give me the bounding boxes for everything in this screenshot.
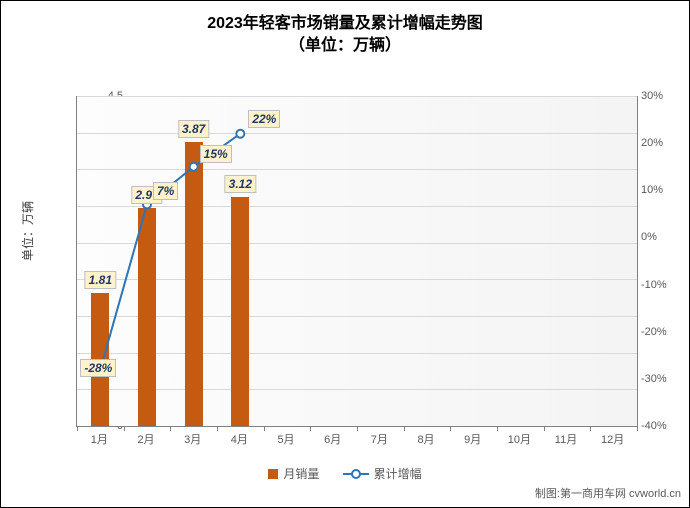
y-right-tick: -10% xyxy=(641,279,667,291)
x-tick: 9月 xyxy=(464,431,481,447)
legend-item-line: 累计增幅 xyxy=(343,465,422,482)
bar-value-label: 3.87 xyxy=(178,120,209,138)
legend-bar-label: 月销量 xyxy=(283,465,319,482)
line-value-label: 7% xyxy=(153,182,178,200)
line-marker xyxy=(236,130,244,138)
x-tick: 4月 xyxy=(231,431,248,447)
y-right-tick: 0% xyxy=(641,231,657,243)
x-tick: 7月 xyxy=(371,431,388,447)
x-tick: 11月 xyxy=(555,431,577,447)
x-tick-mark xyxy=(217,426,218,431)
bar-value-label: 1.81 xyxy=(85,271,116,289)
x-tick: 10月 xyxy=(508,431,531,447)
y-right-tick: 10% xyxy=(641,184,663,196)
line-value-label: 15% xyxy=(200,145,232,163)
title-line-2: （单位：万辆） xyxy=(289,37,401,54)
line-layer xyxy=(77,96,637,426)
y-right-tick: 20% xyxy=(641,137,663,149)
legend-swatch-bar xyxy=(268,469,278,479)
x-tick-mark xyxy=(170,426,171,431)
x-tick-mark xyxy=(264,426,265,431)
trend-line xyxy=(100,134,240,370)
title-line-1: 2023年轻客市场销量及累计增幅走势图 xyxy=(207,15,483,32)
x-tick-mark xyxy=(590,426,591,431)
bar-value-label: 3.12 xyxy=(225,175,256,193)
y-right-tick: -20% xyxy=(641,326,667,338)
x-tick-mark xyxy=(124,426,125,431)
legend-swatch-line xyxy=(343,469,369,479)
line-value-label: 22% xyxy=(248,110,280,128)
y-right-tick: 30% xyxy=(641,90,663,102)
x-tick-mark xyxy=(544,426,545,431)
x-tick: 6月 xyxy=(324,431,341,447)
x-tick-mark xyxy=(357,426,358,431)
x-tick-mark xyxy=(310,426,311,431)
legend-line-label: 累计增幅 xyxy=(374,465,422,482)
x-tick-mark xyxy=(77,426,78,431)
line-marker xyxy=(190,163,198,171)
y-right-tick: -40% xyxy=(641,420,667,432)
x-tick-mark xyxy=(637,426,638,431)
x-tick: 12月 xyxy=(601,431,624,447)
plot-area: 1.812.973.873.12-28%7%15%22% xyxy=(76,96,638,427)
x-tick-mark xyxy=(404,426,405,431)
chart-title: 2023年轻客市场销量及累计增幅走势图 （单位：万辆） xyxy=(1,13,689,58)
line-value-label: -28% xyxy=(80,359,116,377)
x-tick: 2月 xyxy=(137,431,154,447)
legend-item-bar: 月销量 xyxy=(268,465,319,482)
y-right-tick: -30% xyxy=(641,373,667,385)
x-tick-mark xyxy=(497,426,498,431)
legend: 月销量 累计增幅 xyxy=(1,465,689,482)
x-tick: 1月 xyxy=(91,431,108,447)
x-tick-mark xyxy=(450,426,451,431)
attribution: 制图:第一商用车网 cvworld.cn xyxy=(535,485,681,501)
x-tick: 5月 xyxy=(277,431,294,447)
x-tick: 3月 xyxy=(184,431,201,447)
y-axis-left-label: 单位：万辆 xyxy=(19,201,36,261)
x-tick: 8月 xyxy=(417,431,434,447)
chart-container: 2023年轻客市场销量及累计增幅走势图 （单位：万辆） 单位：万辆 00.511… xyxy=(0,0,690,508)
